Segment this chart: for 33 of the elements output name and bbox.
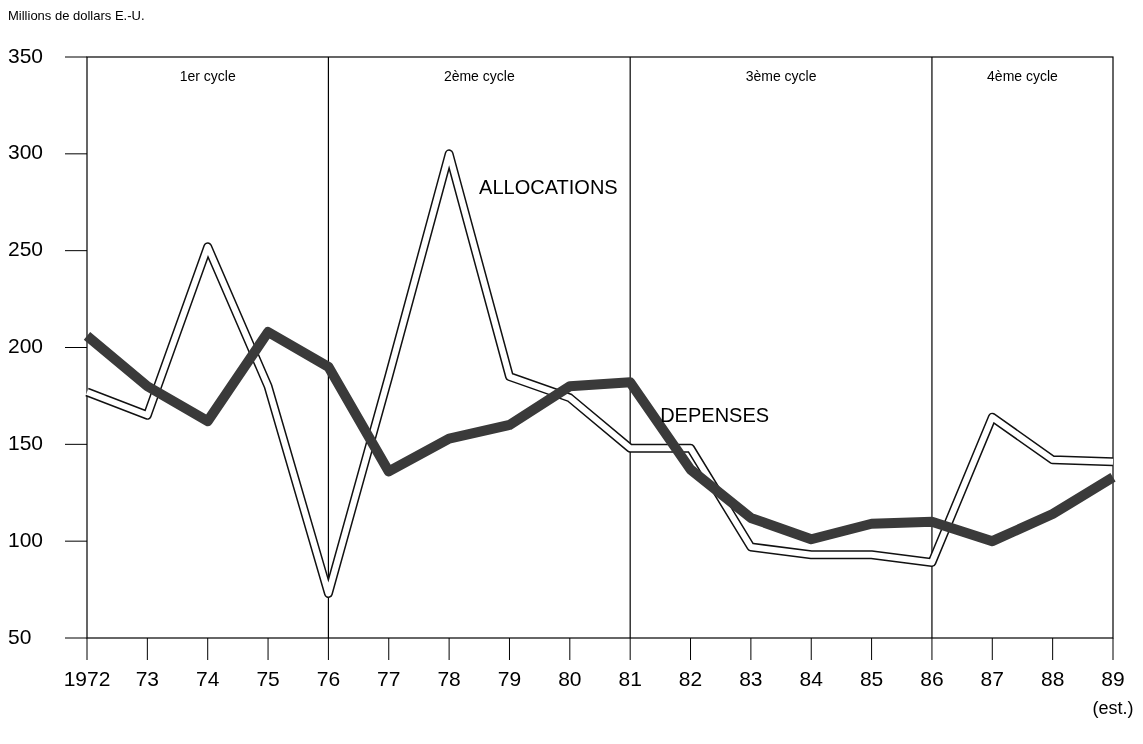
annotation: 3ème cycle bbox=[745, 68, 817, 84]
x-tick-label: 89 bbox=[1101, 667, 1125, 690]
y-tick-label: 350 bbox=[8, 43, 44, 67]
x-tick-label: 74 bbox=[196, 667, 220, 690]
x-tick-label: 1972 bbox=[63, 667, 111, 690]
x-tick-label: 79 bbox=[497, 667, 522, 690]
x-tick-label: 81 bbox=[618, 667, 642, 690]
y-axis-title: Millions de dollars E.-U. bbox=[8, 8, 145, 23]
x-tick-label: 77 bbox=[377, 667, 401, 690]
x-tick-label: 87 bbox=[980, 667, 1004, 690]
y-tick-label: 100 bbox=[8, 527, 44, 551]
x-tick-label: 84 bbox=[799, 667, 824, 690]
y-tick-label: 200 bbox=[8, 334, 44, 358]
annotation: 1er cycle bbox=[179, 68, 236, 84]
x-tick-label: 80 bbox=[558, 667, 582, 690]
x-tick-label: 82 bbox=[678, 667, 703, 690]
x-tick-label: 86 bbox=[920, 667, 944, 690]
x-tick-label: 83 bbox=[739, 667, 763, 690]
x-tick-label: 85 bbox=[859, 667, 884, 690]
x-tick-label: 76 bbox=[316, 667, 341, 690]
x-tick-label: 88 bbox=[1040, 667, 1065, 690]
x-tick-label: 75 bbox=[256, 667, 280, 690]
annotation: 2ème cycle bbox=[443, 68, 515, 84]
y-tick-label: 300 bbox=[8, 140, 44, 164]
series-label: DEPENSES bbox=[660, 404, 770, 427]
text: (est.) bbox=[1092, 698, 1134, 718]
series-label: ALLOCATIONS bbox=[479, 175, 618, 198]
y-tick-label: 50 bbox=[8, 624, 32, 648]
y-tick-label: 150 bbox=[8, 430, 44, 454]
y-tick-label: 250 bbox=[8, 237, 44, 261]
x-tick-label: 78 bbox=[437, 667, 461, 690]
x-tick-label: 73 bbox=[135, 667, 160, 690]
annotation: 4ème cycle bbox=[987, 68, 1059, 84]
